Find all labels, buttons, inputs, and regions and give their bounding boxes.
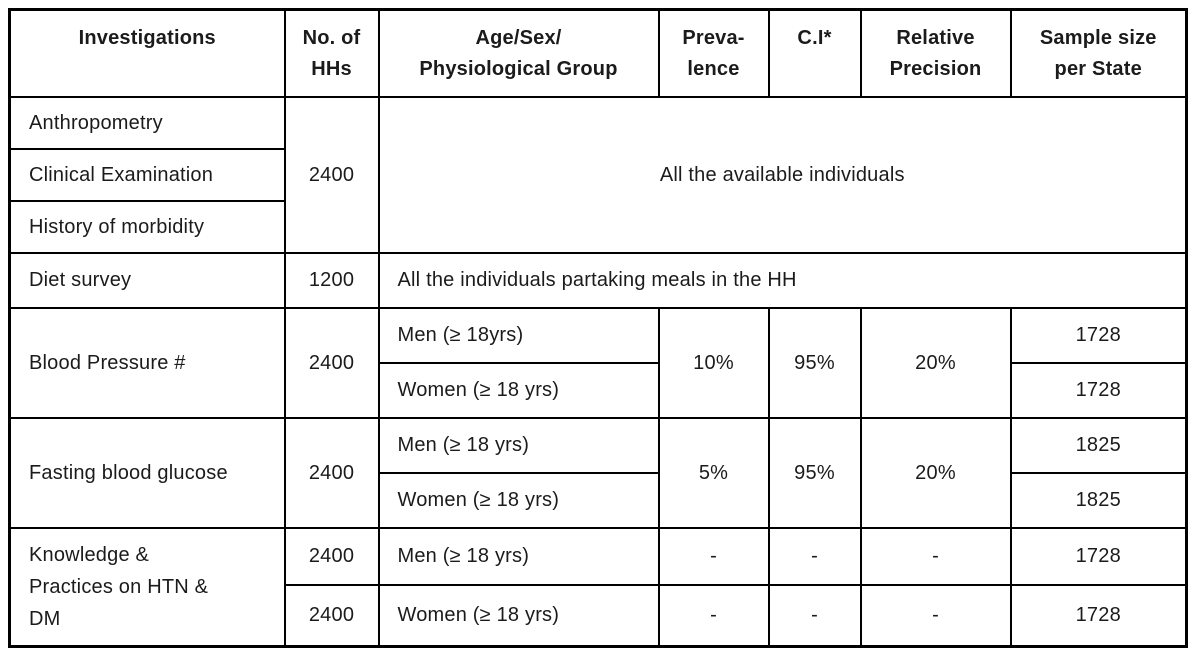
row-blood-pressure-women: Women (≥ 18 yrs) 1728 bbox=[10, 361, 1188, 419]
header-row: Investigations No. of HHs Age/Sex/ Physi… bbox=[8, 8, 1188, 98]
relative-precision-knowledge-women: - bbox=[859, 583, 1012, 648]
investigation-knowledge-practices: Knowledge & Practices on HTN & DM bbox=[8, 526, 286, 648]
ci-knowledge-women: - bbox=[767, 583, 862, 648]
hhs-knowledge-men: 2400 bbox=[283, 526, 380, 586]
hhs-knowledge-women: 2400 bbox=[283, 583, 380, 648]
col-header-no-of-hhs: No. of HHs bbox=[283, 8, 380, 98]
hhs-anthro-block: 2400 bbox=[283, 95, 380, 254]
col-header-relative-precision: Relative Precision bbox=[859, 8, 1012, 98]
note-all-available-individuals: All the available individuals bbox=[377, 95, 1188, 254]
col-header-prevalence: Preva- lence bbox=[657, 8, 770, 98]
row-anthropometry: Anthropometry 2400 All the available ind… bbox=[8, 95, 1188, 254]
row-history-of-morbidity: History of morbidity bbox=[8, 199, 1187, 254]
col-header-investigations: Investigations bbox=[8, 8, 286, 98]
row-blood-pressure-men: Blood Pressure # 2400 Men (≥ 18yrs) 10% … bbox=[8, 306, 1188, 419]
sample-knowledge-women: 1728 bbox=[1009, 583, 1188, 648]
group-blood-pressure-men: Men (≥ 18yrs) bbox=[377, 306, 660, 364]
investigation-diet-survey: Diet survey bbox=[8, 251, 286, 309]
investigation-clinical-examination: Clinical Examination bbox=[8, 147, 286, 202]
group-fasting-glucose-women: Women (≥ 18 yrs) bbox=[377, 471, 660, 529]
group-fasting-glucose-men: Men (≥ 18 yrs) bbox=[377, 416, 660, 474]
row-fasting-glucose-men: Fasting blood glucose 2400 Men (≥ 18 yrs… bbox=[8, 416, 1188, 529]
hhs-diet-survey: 1200 bbox=[283, 251, 380, 309]
prevalence-knowledge-women: - bbox=[657, 583, 770, 648]
sample-blood-pressure-men: 1728 bbox=[1009, 306, 1188, 364]
col-header-ci: C.I* bbox=[767, 8, 862, 98]
sampling-plan-table: Investigations No. of HHs Age/Sex/ Physi… bbox=[8, 8, 1188, 648]
row-fasting-glucose-women: Women (≥ 18 yrs) 1825 bbox=[10, 471, 1188, 529]
ci-blood-pressure: 95% bbox=[767, 306, 862, 419]
sample-knowledge-men: 1728 bbox=[1009, 526, 1188, 586]
group-knowledge-men: Men (≥ 18 yrs) bbox=[377, 526, 660, 586]
col-header-age-sex-group: Age/Sex/ Physiological Group bbox=[377, 8, 660, 98]
row-knowledge-women: 2400 Women (≥ 18 yrs) - - - 1728 bbox=[10, 583, 1188, 648]
note-individuals-partaking-meals: All the individuals partaking meals in t… bbox=[377, 251, 1188, 309]
group-knowledge-women: Women (≥ 18 yrs) bbox=[377, 583, 660, 648]
ci-fasting-glucose: 95% bbox=[767, 416, 862, 529]
relative-precision-knowledge-men: - bbox=[859, 526, 1012, 586]
ci-knowledge-men: - bbox=[767, 526, 862, 586]
hhs-blood-pressure: 2400 bbox=[283, 306, 380, 419]
prevalence-fasting-glucose: 5% bbox=[657, 416, 770, 529]
relative-precision-fasting-glucose: 20% bbox=[859, 416, 1012, 529]
sample-fasting-glucose-men: 1825 bbox=[1009, 416, 1188, 474]
prevalence-blood-pressure: 10% bbox=[657, 306, 770, 419]
investigation-fasting-glucose: Fasting blood glucose bbox=[8, 416, 286, 529]
investigation-history-of-morbidity: History of morbidity bbox=[8, 199, 286, 254]
sample-blood-pressure-women: 1728 bbox=[1009, 361, 1188, 419]
investigation-blood-pressure: Blood Pressure # bbox=[8, 306, 286, 419]
prevalence-knowledge-men: - bbox=[657, 526, 770, 586]
investigation-anthropometry: Anthropometry bbox=[8, 95, 286, 150]
row-clinical-examination: Clinical Examination bbox=[8, 147, 1187, 202]
col-header-sample-size: Sample size per State bbox=[1009, 8, 1188, 98]
sample-fasting-glucose-women: 1825 bbox=[1009, 471, 1188, 529]
relative-precision-blood-pressure: 20% bbox=[859, 306, 1012, 419]
hhs-fasting-glucose: 2400 bbox=[283, 416, 380, 529]
row-knowledge-men: Knowledge & Practices on HTN & DM 2400 M… bbox=[8, 526, 1188, 648]
group-blood-pressure-women: Women (≥ 18 yrs) bbox=[377, 361, 660, 419]
row-diet-survey: Diet survey 1200 All the individuals par… bbox=[8, 251, 1188, 309]
